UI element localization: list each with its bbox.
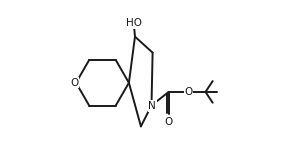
- Text: N: N: [148, 101, 156, 111]
- Text: O: O: [165, 117, 173, 126]
- Text: HO: HO: [126, 18, 142, 28]
- Text: O: O: [184, 87, 193, 97]
- Text: O: O: [71, 78, 79, 88]
